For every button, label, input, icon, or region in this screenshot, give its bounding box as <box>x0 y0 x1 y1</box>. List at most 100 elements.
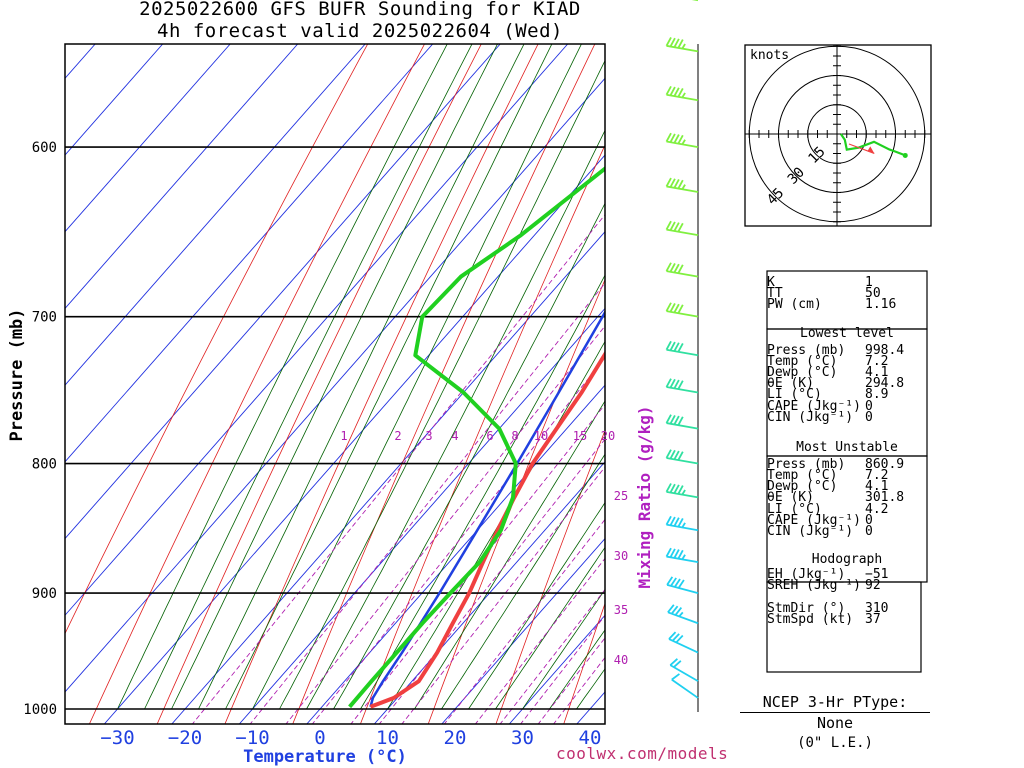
dry-adiabat-line <box>962 26 1024 763</box>
moist-adiabat-line <box>468 501 605 710</box>
mixing-ratio-tick-label: 2 <box>394 429 401 443</box>
index-label: θE (K) <box>767 490 814 506</box>
plot-frame <box>64 43 606 725</box>
index-row: EH (Jkg⁻¹) −51 <box>767 567 927 583</box>
index-row: CIN (Jkg⁻¹) 0 <box>767 409 927 425</box>
index-label: CIN (Jkg⁻¹) <box>767 409 854 425</box>
mixing-ratio-line <box>401 466 605 724</box>
index-value: 4.1 <box>865 364 889 380</box>
dry-adiabat-line <box>495 429 605 724</box>
ptype-value: None <box>816 714 854 732</box>
wind-barb <box>669 658 699 682</box>
wind-barb <box>665 85 699 102</box>
mixing-ratio-tick-label: 6 <box>486 429 493 443</box>
mixing-ratio-tick-label: 1 <box>340 429 347 443</box>
index-value: 0 <box>865 512 873 528</box>
wind-barb <box>671 673 699 699</box>
storm-motion-arrowhead <box>867 146 875 154</box>
temperature-tick-label: 0 <box>314 727 325 749</box>
isotherm-line <box>65 44 501 540</box>
index-value: 37 <box>865 611 881 627</box>
wind-barb <box>665 132 699 148</box>
moist-adiabat-line <box>117 44 448 710</box>
index-value: 310 <box>865 600 889 616</box>
mixing-ratio-line <box>311 357 605 724</box>
dewpoint-line <box>348 166 605 709</box>
index-value: −51 <box>865 567 889 583</box>
index-label: StmSpd (kt) <box>767 611 854 627</box>
index-label: Dewp (°C) <box>767 364 838 380</box>
pressure-tick-label: 700 <box>32 310 57 326</box>
index-row: Dewp (°C) 4.1 <box>767 479 927 495</box>
index-label: K <box>767 275 775 290</box>
index-row: StmDir (°) 310 <box>767 600 927 616</box>
index-value: 50 <box>865 286 881 302</box>
isotherm-line <box>441 537 605 724</box>
temperature-tick-label: −30 <box>100 727 134 749</box>
moist-adiabat-line <box>333 202 605 710</box>
hodograph-trace <box>839 133 906 157</box>
wind-barb <box>665 220 699 237</box>
index-row: Temp (°C) 7.2 <box>767 469 927 482</box>
index-row: PW (cm) 1.16 <box>767 297 927 313</box>
wind-barb <box>665 483 699 499</box>
wind-barb <box>665 262 699 278</box>
wind-barb <box>665 515 699 532</box>
index-label: Press (mb) <box>767 456 846 472</box>
pressure-tick-label: 600 <box>32 140 57 156</box>
wind-barb <box>665 449 699 465</box>
mixing-ratio-line <box>191 213 605 724</box>
mixing-ratio-tick-label: 35 <box>614 603 628 617</box>
index-label: Temp (°C) <box>767 353 838 369</box>
index-row: θE (K) 301.8 <box>767 490 927 506</box>
moist-adiabat-line <box>144 44 473 710</box>
wind-barb <box>665 37 699 53</box>
moist-adiabat-line <box>441 453 605 710</box>
isotherm-line <box>65 44 434 463</box>
site-credit: coolwx.com/models <box>556 744 729 763</box>
ptype-note: (0" L.E.) <box>797 735 873 751</box>
index-panel-box <box>766 581 922 673</box>
index-row: LI (°C) 4.2 <box>767 501 927 517</box>
dry-adiabat-line <box>88 44 425 724</box>
mixing-ratio-line <box>378 438 605 724</box>
hodograph-trace-end <box>902 152 908 158</box>
index-section-heading: Lowest level <box>800 325 894 341</box>
index-section-heading: Hodograph <box>811 552 883 568</box>
mixing-ratio-line <box>443 518 605 724</box>
index-label: CAPE (Jkg⁻¹) <box>767 512 861 528</box>
index-section-heading: Most Unstable <box>796 439 898 455</box>
mixing-ratio-label: Mixing Ratio (g/kg) <box>635 405 654 588</box>
moist-adiabat-line <box>252 44 582 710</box>
temperature-tick-label: −20 <box>168 727 202 749</box>
wind-barb <box>665 414 699 430</box>
mixing-ratio-tick-label: 40 <box>614 653 628 667</box>
mixing-ratio-tick-label: 15 <box>573 429 587 443</box>
mixing-ratio-tick-label: 25 <box>614 489 628 503</box>
x-axis-label: Temperature (°C) <box>243 747 407 767</box>
moist-adiabat-line <box>414 400 605 710</box>
index-label: CIN (Jkg⁻¹) <box>767 524 854 539</box>
isotherm-line <box>373 461 605 724</box>
index-value: 860.9 <box>865 456 905 472</box>
index-row: SREH (Jkg⁻¹) 92 <box>767 579 927 592</box>
dry-adiabat-line <box>359 144 605 724</box>
index-row: Press (mb) 860.9 <box>767 456 927 472</box>
title-line-1: 2025022600 GFS BUFR Sounding for KIAD <box>139 0 581 20</box>
temperature-tick-label: −10 <box>235 727 269 749</box>
temperature-tick-label: 20 <box>444 727 467 749</box>
isotherm-line <box>171 231 605 724</box>
mixing-ratio-line <box>285 325 605 724</box>
index-value: 4.2 <box>865 501 889 517</box>
parcel-path-line <box>369 309 605 708</box>
index-label: Dewp (°C) <box>767 479 838 495</box>
index-label: LI (°C) <box>767 387 822 403</box>
wind-barb <box>665 177 699 193</box>
isotherm-line <box>65 44 231 233</box>
index-value: 1.16 <box>865 297 897 313</box>
index-label: TT <box>767 286 783 302</box>
index-row: CIN (Jkg⁻¹) 0 <box>767 524 927 539</box>
